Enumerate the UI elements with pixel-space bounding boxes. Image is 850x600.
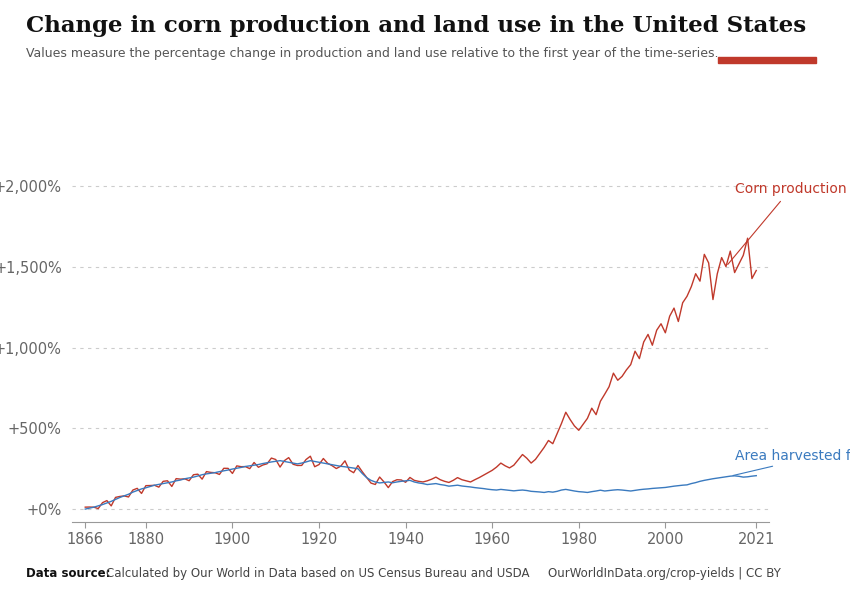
Text: Area harvested for corn: Area harvested for corn (733, 449, 850, 476)
Text: in Data: in Data (746, 37, 788, 47)
Text: Corn production: Corn production (728, 182, 847, 265)
Text: OurWorldInData.org/crop-yields | CC BY: OurWorldInData.org/crop-yields | CC BY (548, 567, 781, 580)
Text: Our World: Our World (737, 22, 796, 32)
Text: Calculated by Our World in Data based on US Census Bureau and USDA: Calculated by Our World in Data based on… (106, 567, 530, 580)
Text: Change in corn production and land use in the United States: Change in corn production and land use i… (26, 15, 806, 37)
Text: Data source:: Data source: (26, 567, 110, 580)
Bar (718, 57, 816, 63)
Text: Values measure the percentage change in production and land use relative to the : Values measure the percentage change in … (26, 47, 718, 60)
